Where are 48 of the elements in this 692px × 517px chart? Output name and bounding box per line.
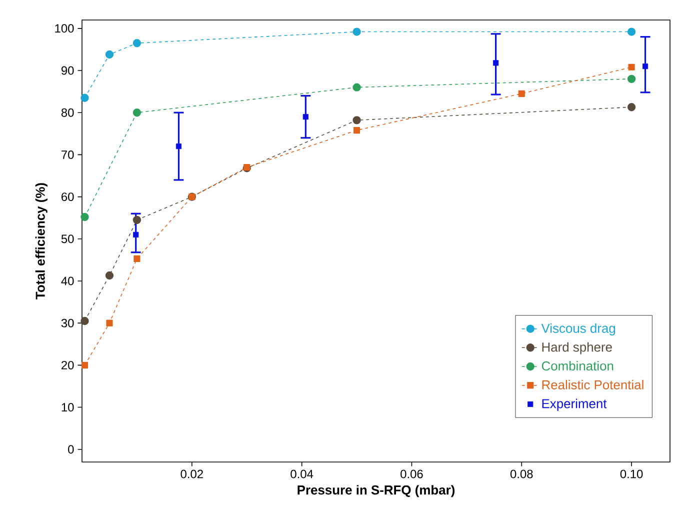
x-tick-label: 0.02 bbox=[180, 470, 203, 478]
point bbox=[106, 320, 113, 326]
point bbox=[642, 64, 648, 70]
x-tick-label: 0.10 bbox=[620, 470, 643, 478]
y-tick-label: 0 bbox=[68, 445, 74, 454]
point bbox=[518, 90, 525, 97]
point bbox=[133, 232, 139, 238]
y-tick-label: 90 bbox=[61, 66, 74, 75]
point bbox=[81, 362, 88, 368]
point bbox=[80, 316, 89, 326]
point bbox=[352, 116, 361, 124]
point bbox=[353, 126, 360, 134]
legend-label: Combination bbox=[542, 361, 614, 371]
y-tick-label: 100 bbox=[55, 24, 74, 33]
point bbox=[352, 28, 361, 36]
point bbox=[105, 271, 114, 280]
legend-label: Viscous drag bbox=[541, 323, 616, 336]
point bbox=[132, 216, 142, 224]
point bbox=[80, 212, 89, 222]
y-tick-label: 10 bbox=[62, 403, 74, 412]
y-tick-label: 20 bbox=[62, 360, 74, 370]
point bbox=[627, 74, 636, 84]
point bbox=[80, 94, 89, 102]
point bbox=[134, 255, 140, 262]
point bbox=[627, 103, 636, 112]
y-tick-label: 80 bbox=[61, 108, 74, 117]
y-tick-label: 30 bbox=[61, 318, 74, 328]
point bbox=[132, 108, 142, 117]
x-tick-label: 0.08 bbox=[510, 470, 533, 478]
y-tick-label: 40 bbox=[61, 276, 74, 286]
point bbox=[105, 50, 114, 59]
point bbox=[493, 60, 499, 66]
x-tick-label: 0.06 bbox=[400, 470, 423, 478]
x-tick-label: 0.04 bbox=[290, 470, 314, 478]
legend-label: Hard sphere bbox=[542, 342, 612, 354]
point bbox=[352, 83, 361, 92]
legend-label: Experiment bbox=[542, 398, 607, 411]
point bbox=[176, 143, 182, 150]
legend-label: Realistic Potential bbox=[542, 380, 644, 390]
y-tick-label: 60 bbox=[62, 192, 74, 202]
x-axis-title: Pressure in S-RFQ (mbar) bbox=[298, 485, 455, 498]
y-tick-label: 50 bbox=[61, 234, 74, 244]
point bbox=[132, 39, 142, 48]
point bbox=[627, 28, 636, 36]
point bbox=[628, 64, 635, 70]
y-tick-label: 70 bbox=[62, 150, 74, 159]
y-axis-title: Total efficiency (%) bbox=[35, 183, 48, 300]
point bbox=[302, 114, 308, 120]
